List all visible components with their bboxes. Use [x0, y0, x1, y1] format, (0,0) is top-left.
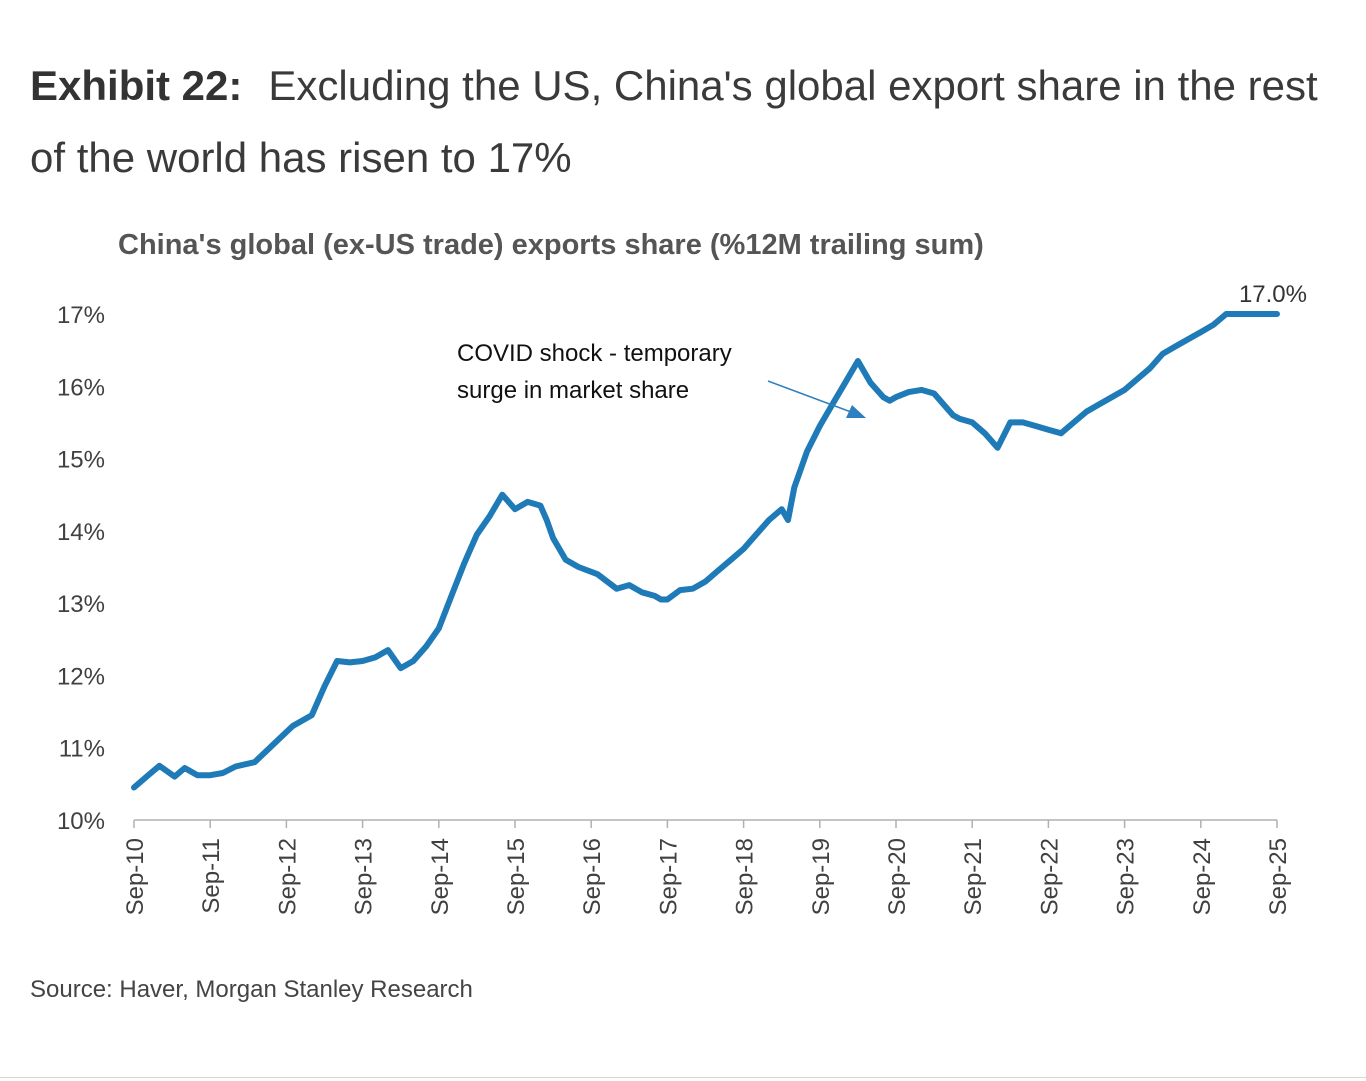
- annotation-arrowhead: [846, 405, 866, 418]
- end-value-label: 17.0%: [1239, 281, 1307, 308]
- x-axis: Sep-10 Sep-11 Sep-12 Sep-13 Sep-14 Sep-15 Sep-…: [122, 819, 1292, 915]
- y-tick-label: 16%: [57, 374, 105, 401]
- annotation-arrow: [767, 380, 852, 413]
- covid-annotation: COVID shock - temporary surge in market …: [457, 340, 866, 418]
- x-tick-label: Sep-22: [1036, 838, 1063, 915]
- x-tick-label: Sep-23: [1113, 838, 1140, 915]
- exhibit-title: Exhibit 22: Excluding the US, China's glo…: [30, 50, 1330, 194]
- x-tick-label: Sep-15: [503, 838, 530, 915]
- y-tick-label: 10%: [57, 808, 105, 835]
- y-axis-ticks: 10% 11% 12% 13% 14% 15% 16% 17%: [57, 302, 105, 835]
- exhibit-title-text: Excluding the US, China's global export …: [30, 62, 1318, 181]
- series-line: [131, 311, 1280, 791]
- x-tick-label: Sep-25: [1265, 838, 1292, 915]
- y-tick-label: 13%: [57, 591, 105, 618]
- chart-title: China's global (ex-US trade) exports sha…: [118, 229, 984, 261]
- y-tick-label: 11%: [59, 736, 105, 763]
- x-tick-label: Sep-10: [122, 838, 149, 915]
- exhibit-label: Exhibit 22:: [30, 62, 243, 109]
- x-tick-label: Sep-17: [655, 838, 682, 915]
- x-tick-label: Sep-18: [732, 838, 759, 915]
- x-tick-label: Sep-21: [960, 838, 987, 915]
- y-tick-label: 14%: [57, 519, 105, 546]
- bottom-divider: [0, 1077, 1366, 1078]
- y-tick-label: 17%: [57, 302, 105, 329]
- x-tick-label: Sep-11: [198, 838, 225, 914]
- x-tick-label: Sep-20: [884, 838, 911, 915]
- annotation-line-2: surge in market share: [457, 377, 689, 404]
- x-tick-label: Sep-24: [1189, 838, 1216, 915]
- x-tick-label: Sep-12: [274, 838, 301, 915]
- source-note: Source: Haver, Morgan Stanley Research: [30, 976, 473, 1003]
- x-tick-label: Sep-13: [351, 838, 378, 915]
- x-tick-label: Sep-19: [808, 838, 835, 915]
- x-tick-label: Sep-14: [427, 838, 454, 915]
- x-tick-label: Sep-16: [579, 838, 606, 915]
- y-tick-label: 12%: [57, 663, 105, 690]
- y-tick-label: 15%: [57, 447, 105, 474]
- chart: China's global (ex-US trade) exports sha…: [57, 229, 1307, 915]
- annotation-line-1: COVID shock - temporary: [457, 340, 732, 367]
